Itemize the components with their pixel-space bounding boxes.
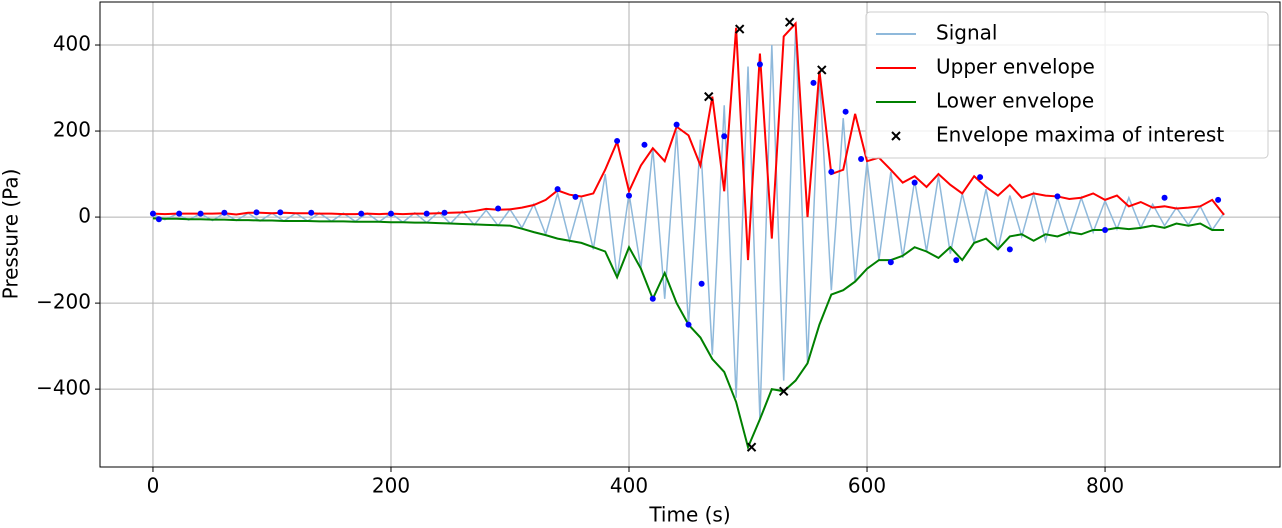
envelope-point — [887, 259, 894, 266]
envelope-point — [176, 210, 183, 217]
x-tick-label: 400 — [610, 474, 648, 498]
x-tick-label: 600 — [848, 474, 886, 498]
envelope-point — [1054, 193, 1061, 200]
envelope-point — [149, 210, 156, 217]
maximum-marker — [704, 91, 714, 102]
envelope-point — [197, 210, 204, 217]
envelope-point — [673, 121, 680, 128]
legend-box — [865, 11, 1269, 159]
envelope-point — [441, 209, 448, 216]
x-axis-label: Time (s) — [648, 503, 730, 527]
envelope-point — [387, 210, 394, 217]
x-tick-label: 800 — [1086, 474, 1124, 498]
y-tick-label: 0 — [78, 204, 91, 228]
y-tick-label: 400 — [53, 32, 91, 56]
envelope-point — [221, 209, 228, 216]
envelope-point — [828, 168, 835, 175]
envelope-point — [649, 295, 656, 302]
envelope-point — [1102, 226, 1109, 233]
envelope-point — [977, 174, 984, 181]
envelope-point — [756, 61, 763, 68]
maximum-marker — [784, 17, 795, 27]
envelope-point — [554, 186, 561, 193]
envelope-point — [1006, 246, 1013, 253]
maximum-marker — [779, 386, 789, 396]
x-tick-label: 200 — [372, 474, 410, 498]
envelope-point — [1161, 194, 1168, 201]
y-tick-label: −400 — [36, 376, 91, 400]
x-tick-label: 0 — [147, 474, 160, 498]
envelope-point — [1215, 196, 1222, 203]
envelope-point — [641, 141, 648, 148]
line-series — [152, 217, 1225, 451]
envelope-point — [685, 321, 692, 328]
envelope-point — [810, 79, 817, 86]
envelope-point — [911, 179, 918, 186]
envelope-point — [155, 216, 162, 223]
legend: Signal Upper envelope Lower envelope Envelo… — [865, 11, 1269, 159]
envelope-point — [842, 108, 849, 115]
envelope-point — [953, 257, 960, 264]
line-series — [152, 21, 1225, 261]
envelope-point — [358, 210, 365, 217]
legend-swatch — [891, 131, 901, 141]
envelope-point — [308, 209, 315, 216]
envelope-point — [721, 133, 728, 140]
y-axis-label: Pressure (Pa) — [0, 169, 23, 300]
legend-label: Lower envelope — [936, 89, 1094, 113]
envelope-point — [253, 209, 260, 216]
envelope-point — [626, 192, 633, 199]
legend-label: Upper envelope — [936, 55, 1095, 79]
legend-label: Envelope maxima of interest — [936, 123, 1224, 147]
maximum-marker — [734, 24, 745, 34]
plot-area — [149, 17, 1225, 452]
plot-frame — [99, 1, 1281, 468]
envelope-point — [698, 280, 705, 287]
envelope-point — [572, 193, 579, 200]
envelope-point — [423, 210, 430, 217]
maximum-marker — [746, 442, 757, 452]
envelope-point — [495, 205, 502, 212]
envelope-point — [614, 137, 621, 144]
y-tick-label: 200 — [53, 118, 91, 142]
y-tick-label: −200 — [36, 290, 91, 314]
legend-label: Signal — [936, 21, 997, 45]
maximum-marker — [817, 65, 827, 75]
envelope-point — [277, 209, 284, 216]
envelope-point — [858, 156, 865, 163]
